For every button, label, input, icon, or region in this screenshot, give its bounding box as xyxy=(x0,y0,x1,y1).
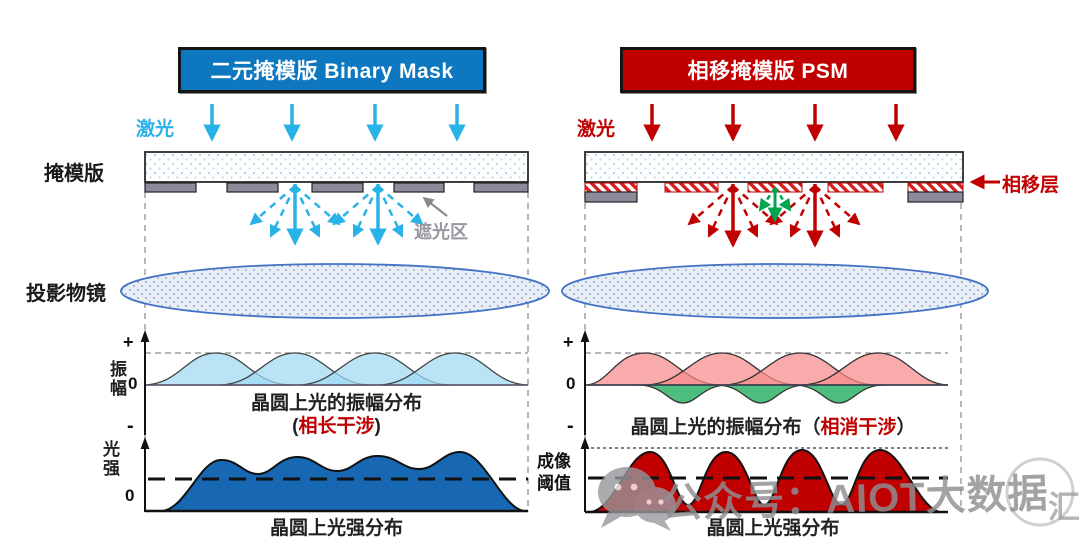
amp-plus-tick-right: + xyxy=(563,332,574,352)
chrome-blocks-psm xyxy=(584,191,964,203)
laser-arrows-right xyxy=(643,104,905,142)
binary-mask-title: 二元掩模版 Binary Mask xyxy=(178,47,486,93)
partial-logo-circle xyxy=(1005,457,1075,527)
psm-title: 相移掩模版 PSM xyxy=(620,47,916,93)
amp-plus-tick-left: + xyxy=(123,332,134,352)
projection-lens-left xyxy=(120,263,550,319)
amp-minus-tick-right: - xyxy=(567,415,574,437)
intensity-caption-left: 晶圆上光强分布 xyxy=(269,518,403,539)
axes xyxy=(144,335,586,512)
intensity-axis-label: 光强 xyxy=(100,440,119,478)
wechat-icon xyxy=(598,467,676,531)
amplitude-plot-left xyxy=(144,352,529,386)
binary-mask-plate xyxy=(144,151,529,193)
amplitude-caption-left-line2: (相长干涉) xyxy=(292,416,381,437)
amplitude-caption-left-line1: 晶圆上光的振幅分布 xyxy=(250,393,422,414)
projection-lens-label: 投影物镜 xyxy=(26,283,106,305)
amp-minus-tick-left: - xyxy=(127,415,134,437)
watermark-text: 公众号：AIOT大数据 xyxy=(661,471,1050,527)
cancellation-arrows-green xyxy=(758,187,792,223)
negative-amplitude-green xyxy=(637,384,885,404)
intensity-caption-right: 晶圆上光强分布 xyxy=(706,518,840,539)
projection-lens-right xyxy=(561,263,989,319)
constructive-interference-text: 相长干涉 xyxy=(298,416,375,437)
amplitude-caption-left: 晶圆上光的振幅分布 (相长干涉) xyxy=(145,392,528,438)
imaging-threshold-label: 成像 阈值 xyxy=(537,452,571,494)
mask-label: 掩模版 xyxy=(44,163,104,185)
phase-layer-label: 相移层 xyxy=(1002,175,1060,196)
watermark-partial-text: 汇 xyxy=(1048,489,1080,525)
laser-arrows-left xyxy=(203,104,466,142)
amp-zero-tick-right: 0 xyxy=(566,374,576,393)
blocking-area-label: 遮光区 xyxy=(414,222,468,242)
intensity-plot-left xyxy=(145,450,528,513)
amplitude-caption-right: 晶圆上光的振幅分布（相消干涉） xyxy=(630,417,916,438)
axis-arrowheads xyxy=(140,330,590,449)
amplitude-plot-right xyxy=(585,352,949,404)
chrome-blocks xyxy=(144,182,529,193)
laser-label-left: 激光 xyxy=(136,119,175,140)
diffraction-arrows-left xyxy=(249,184,424,246)
int-zero-tick-left: 0 xyxy=(125,486,135,505)
laser-label-right: 激光 xyxy=(577,119,616,140)
amplitude-axis-label: 振幅 xyxy=(107,360,126,398)
diffraction-arrows-right xyxy=(687,184,861,248)
blocking-area-arrow xyxy=(422,196,448,217)
psm-mask-plate xyxy=(584,151,964,203)
amp-zero-tick-left: 0 xyxy=(128,374,138,393)
destructive-interference-text: 相消干涉 xyxy=(820,417,897,438)
